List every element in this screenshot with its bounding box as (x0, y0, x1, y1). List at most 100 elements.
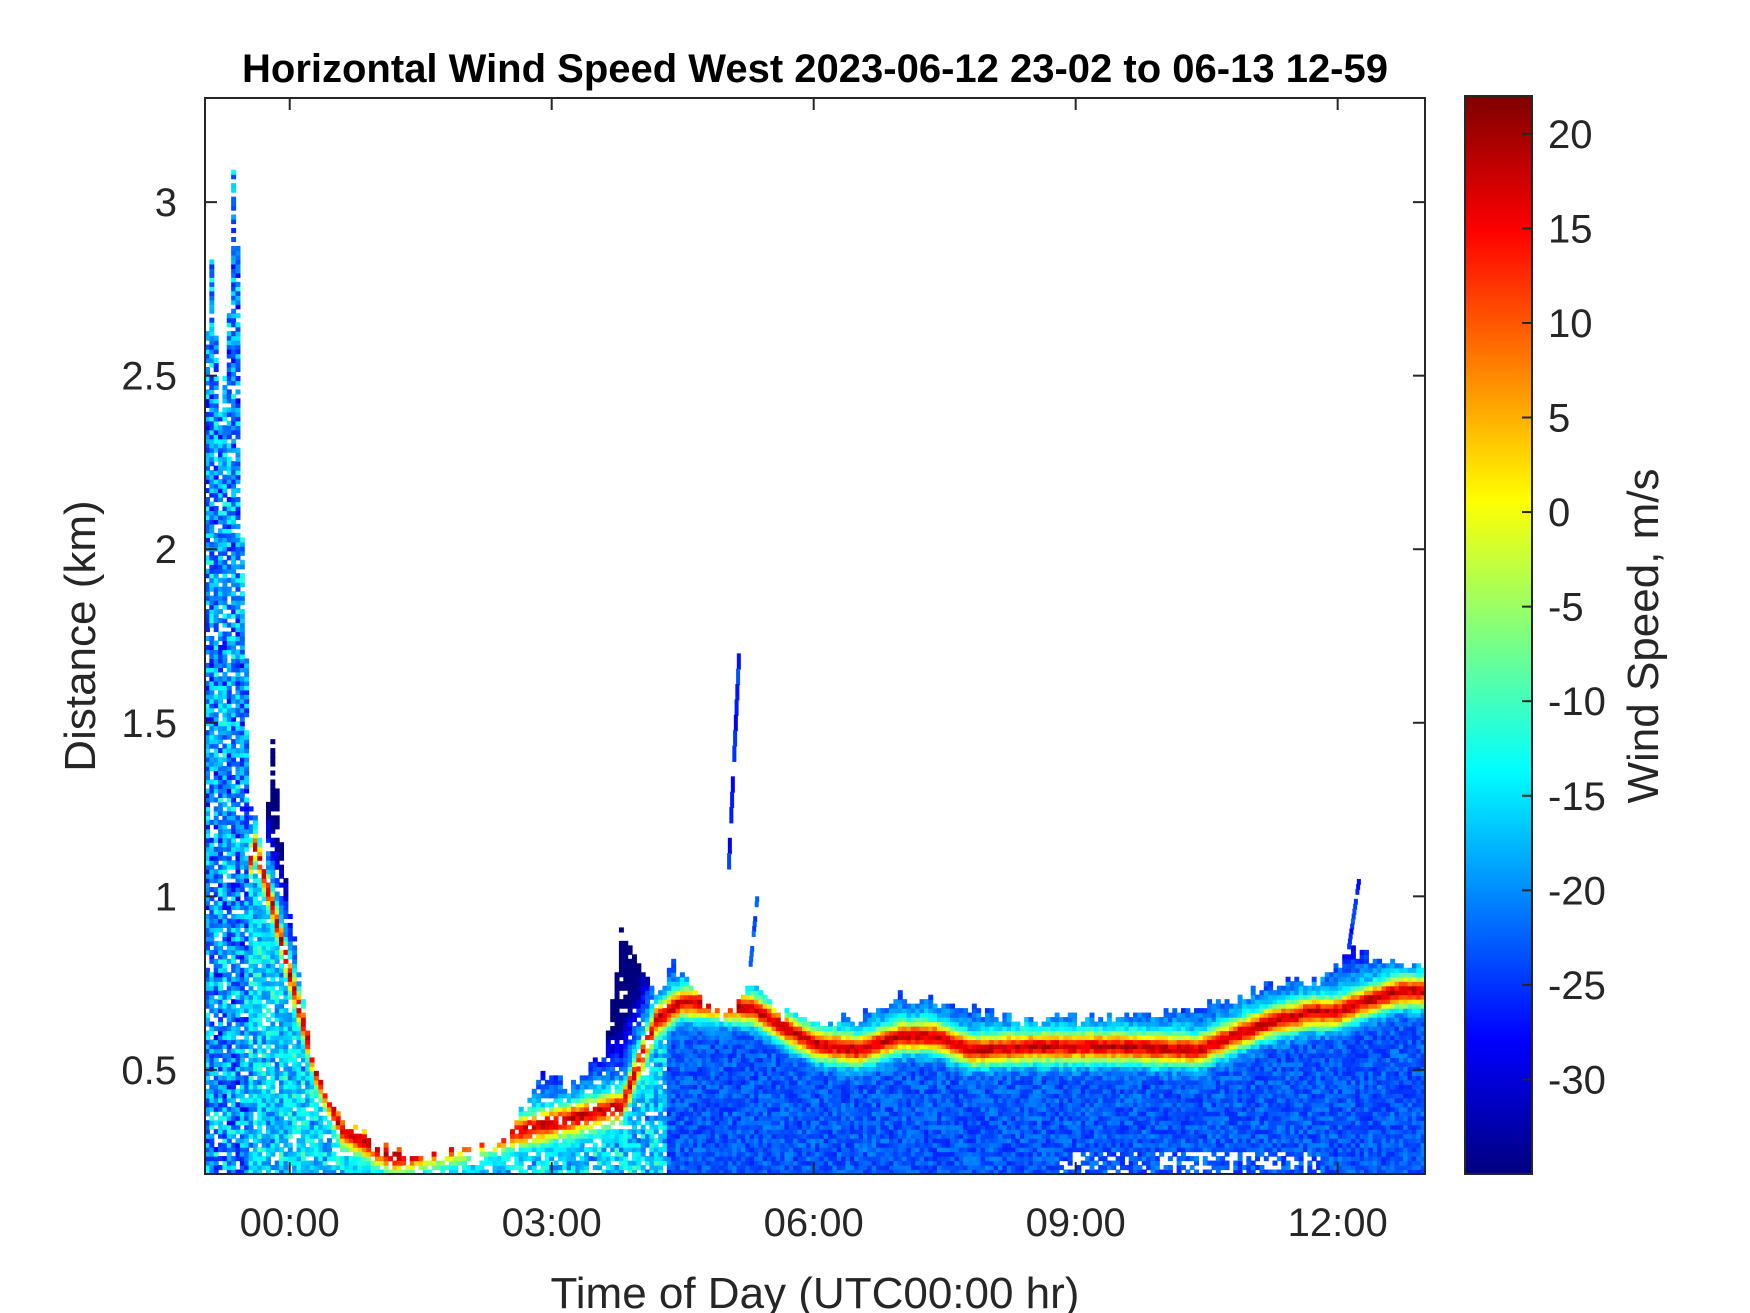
heatmap-cell (645, 1133, 651, 1139)
heatmap-cell (257, 1102, 263, 1108)
heatmap-cell (788, 1070, 794, 1076)
heatmap-cell (213, 649, 219, 655)
heatmap-cell (218, 748, 224, 754)
heatmap-cell (562, 1147, 568, 1153)
heatmap-cell (213, 465, 219, 471)
heatmap-cell (749, 999, 755, 1005)
heatmap-cell (780, 1129, 786, 1135)
heatmap-cell (815, 1084, 820, 1090)
heatmap-cell (300, 1129, 306, 1135)
heatmap-cell (492, 1165, 498, 1171)
heatmap-cell (623, 1129, 629, 1135)
heatmap-cell (719, 1129, 725, 1135)
heatmap-cell (823, 1097, 829, 1103)
heatmap-cell (222, 757, 228, 763)
heatmap-cell (693, 1160, 698, 1166)
heatmap-cell (257, 1066, 263, 1072)
heatmap-cell (658, 1061, 664, 1067)
heatmap-cell (767, 1142, 773, 1148)
heatmap-cell (597, 1088, 603, 1094)
heatmap-cell (226, 1061, 232, 1067)
heatmap-cell (710, 1066, 716, 1072)
heatmap-cell (780, 1124, 786, 1130)
heatmap-cell (331, 1115, 337, 1121)
heatmap-cell (566, 1151, 572, 1157)
heatmap-cell (205, 532, 210, 538)
heatmap-cell (679, 1048, 685, 1054)
heatmap-cell (235, 855, 241, 861)
heatmap-cell (828, 1070, 834, 1076)
heatmap-cell (300, 999, 306, 1005)
heatmap-cell (749, 994, 755, 1000)
heatmap-cell (239, 837, 245, 843)
heatmap-cell (235, 407, 241, 413)
heatmap-cell (235, 1129, 241, 1135)
heatmap-cell (723, 1075, 729, 1081)
heatmap-cell (209, 766, 215, 772)
heatmap-cell (209, 860, 215, 866)
heatmap-cell (274, 788, 280, 794)
heatmap-cell (815, 1039, 820, 1045)
heatmap-cell (531, 1138, 537, 1144)
heatmap-cell (549, 1102, 555, 1108)
heatmap-cell (719, 1124, 725, 1130)
heatmap-cell (257, 949, 263, 955)
heatmap-cell (252, 1017, 258, 1023)
heatmap-cell (780, 1156, 786, 1162)
heatmap-cell (235, 254, 241, 260)
heatmap-cell (235, 922, 241, 929)
heatmap-cell (523, 1169, 529, 1174)
heatmap-cell (653, 1084, 659, 1090)
heatmap-cell (627, 1102, 633, 1108)
heatmap-cell (283, 1129, 289, 1135)
heatmap-cell (383, 1160, 389, 1166)
heatmap-cell (505, 1156, 511, 1162)
heatmap-cell (279, 1017, 285, 1023)
heatmap-cell (797, 1129, 803, 1135)
heatmap-cell (218, 833, 224, 839)
heatmap-cell (666, 1120, 672, 1126)
heatmap-cell (226, 1008, 232, 1014)
heatmap-cell (300, 1052, 306, 1059)
heatmap-cell (213, 869, 219, 875)
heatmap-cell (235, 824, 241, 830)
heatmap-cell (679, 972, 685, 978)
heatmap-cell (266, 1106, 271, 1112)
heatmap-cell (601, 1111, 607, 1117)
heatmap-cell (732, 1035, 738, 1041)
heatmap-cell (723, 1120, 729, 1126)
heatmap-cell (610, 999, 616, 1005)
heatmap-cell (205, 375, 210, 382)
heatmap-cell (270, 945, 276, 951)
heatmap-cell (287, 1129, 293, 1135)
heatmap-cell (252, 1052, 258, 1059)
heatmap-cell (235, 940, 241, 946)
heatmap-cell (819, 1070, 825, 1076)
heatmap-cell (213, 1093, 219, 1099)
heatmap-cell (252, 887, 258, 893)
heatmap-cell (710, 1088, 716, 1094)
heatmap-cell (235, 851, 241, 857)
heatmap-cell (279, 963, 285, 969)
heatmap-cell (632, 1079, 637, 1085)
heatmap-cell (235, 878, 241, 884)
heatmap-cell (632, 1093, 637, 1099)
heatmap-cell (235, 514, 241, 521)
heatmap-cell (252, 954, 258, 960)
heatmap-cell (671, 1079, 677, 1085)
heatmap-cell (653, 1156, 659, 1162)
heatmap-cell (727, 1052, 733, 1059)
heatmap-cell (719, 1138, 725, 1144)
heatmap-cell (266, 896, 271, 902)
heatmap-cell (536, 1169, 542, 1174)
heatmap-cell (257, 887, 263, 893)
heatmap-cell (775, 1021, 781, 1027)
heatmap-cell (592, 1165, 598, 1171)
heatmap-cell (701, 1039, 707, 1045)
heatmap-cell (235, 976, 241, 982)
heatmap-cell (496, 1160, 502, 1166)
heatmap-cell (205, 456, 210, 462)
heatmap-cell (379, 1169, 385, 1174)
heatmap-cell (205, 1102, 210, 1108)
heatmap-cell (605, 1075, 611, 1081)
